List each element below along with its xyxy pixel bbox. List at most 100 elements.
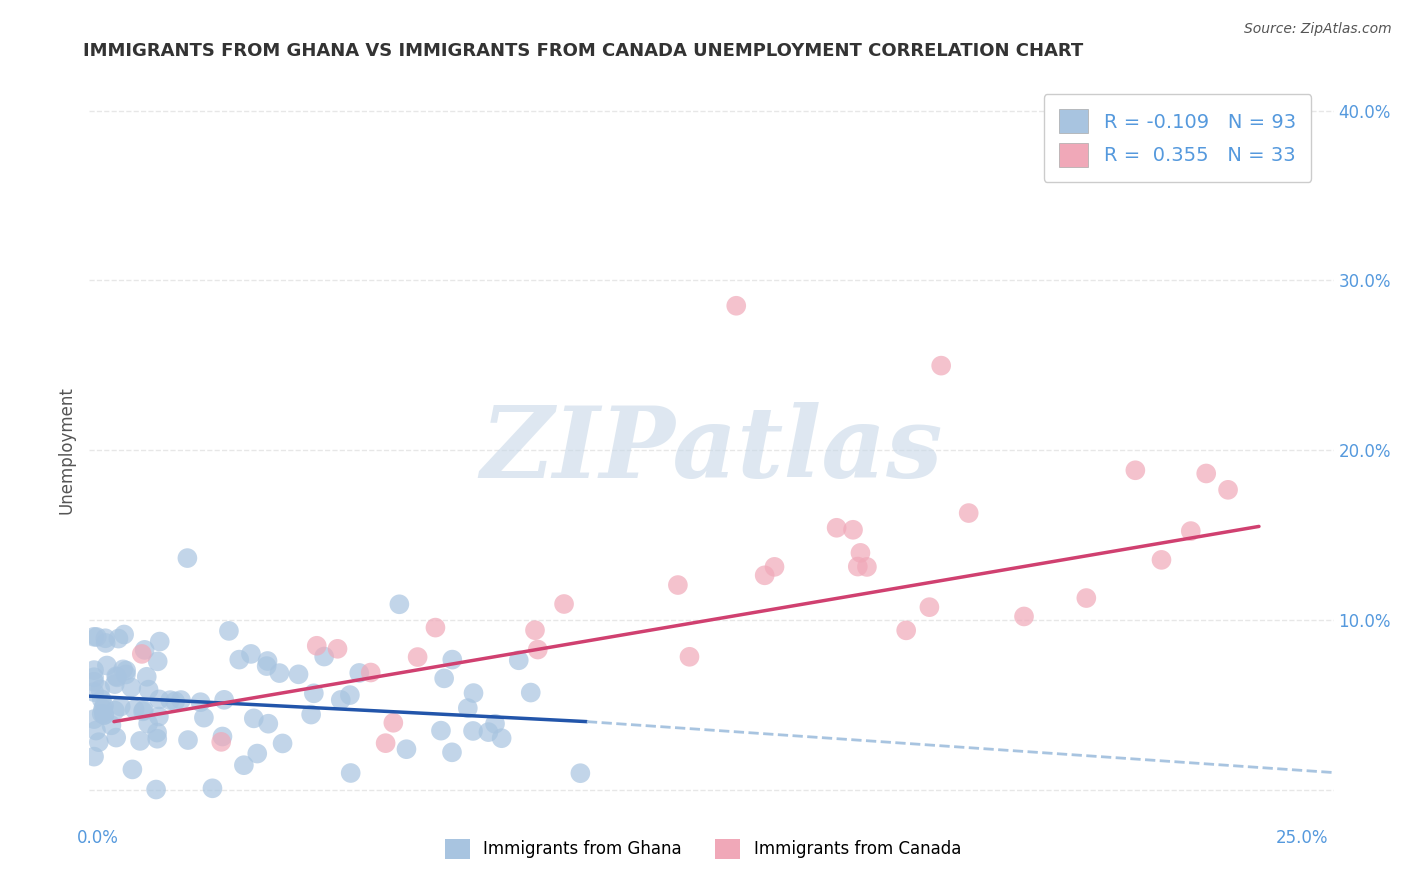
Point	[519, 685, 541, 699]
Point	[269, 666, 291, 681]
Point	[93, 708, 115, 723]
Point	[100, 718, 122, 732]
Point	[138, 682, 160, 697]
Legend: Immigrants from Ghana, Immigrants from Canada: Immigrants from Ghana, Immigrants from C…	[439, 832, 967, 866]
Point	[105, 731, 128, 745]
Point	[256, 659, 278, 673]
Point	[842, 523, 865, 537]
Point	[86, 630, 108, 644]
Point	[193, 711, 215, 725]
Point	[83, 630, 105, 644]
Point	[121, 763, 143, 777]
Point	[1150, 553, 1173, 567]
Point	[94, 636, 117, 650]
Point	[305, 639, 328, 653]
Point	[326, 641, 349, 656]
Point	[110, 699, 132, 714]
Point	[132, 704, 155, 718]
Point	[104, 704, 127, 718]
Point	[957, 506, 980, 520]
Point	[302, 686, 325, 700]
Point	[90, 692, 112, 706]
Point	[105, 670, 128, 684]
Point	[232, 758, 254, 772]
Point	[406, 650, 429, 665]
Point	[228, 652, 250, 666]
Point	[508, 653, 530, 667]
Point	[257, 716, 280, 731]
Point	[211, 730, 233, 744]
Point	[165, 694, 187, 708]
Text: 25.0%: 25.0%	[1277, 830, 1329, 847]
Point	[134, 643, 156, 657]
Point	[146, 731, 169, 746]
Point	[1180, 524, 1202, 538]
Point	[526, 642, 548, 657]
Point	[1076, 591, 1098, 605]
Point	[339, 688, 361, 702]
Point	[93, 707, 115, 722]
Y-axis label: Unemployment: Unemployment	[58, 386, 75, 514]
Point	[754, 568, 776, 582]
Point	[124, 702, 146, 716]
Point	[484, 716, 506, 731]
Point	[666, 578, 689, 592]
Point	[120, 681, 142, 695]
Point	[553, 597, 575, 611]
Point	[461, 723, 484, 738]
Point	[929, 359, 952, 373]
Point	[360, 665, 382, 680]
Point	[146, 654, 169, 668]
Point	[569, 766, 592, 780]
Point	[287, 667, 309, 681]
Point	[115, 664, 138, 678]
Point	[212, 693, 235, 707]
Point	[491, 731, 513, 746]
Point	[148, 709, 170, 723]
Point	[87, 735, 110, 749]
Point	[209, 735, 232, 749]
Point	[477, 725, 499, 739]
Point	[382, 715, 405, 730]
Point	[1012, 609, 1035, 624]
Point	[83, 712, 105, 726]
Point	[271, 736, 294, 750]
Point	[129, 734, 152, 748]
Point	[145, 782, 167, 797]
Point	[135, 670, 157, 684]
Point	[148, 692, 170, 706]
Point	[115, 667, 138, 681]
Point	[170, 693, 193, 707]
Point	[107, 632, 129, 646]
Point	[89, 682, 111, 697]
Point	[84, 723, 107, 738]
Point	[299, 707, 322, 722]
Legend: R = -0.109   N = 93, R =  0.355   N = 33: R = -0.109 N = 93, R = 0.355 N = 33	[1043, 94, 1312, 182]
Point	[725, 299, 748, 313]
Point	[1216, 483, 1239, 497]
Text: IMMIGRANTS FROM GHANA VS IMMIGRANTS FROM CANADA UNEMPLOYMENT CORRELATION CHART: IMMIGRANTS FROM GHANA VS IMMIGRANTS FROM…	[83, 42, 1083, 60]
Point	[132, 703, 155, 717]
Point	[1195, 467, 1218, 481]
Point	[104, 677, 127, 691]
Point	[105, 669, 128, 683]
Point	[440, 745, 463, 759]
Point	[374, 736, 396, 750]
Text: 0.0%: 0.0%	[77, 830, 120, 847]
Point	[96, 658, 118, 673]
Point	[1125, 463, 1147, 477]
Point	[136, 716, 159, 731]
Point	[329, 693, 352, 707]
Point	[83, 663, 105, 677]
Point	[441, 652, 464, 666]
Point	[243, 711, 266, 725]
Point	[112, 627, 135, 641]
Point	[825, 521, 848, 535]
Point	[91, 702, 114, 716]
Point	[433, 672, 456, 686]
Point	[218, 624, 240, 638]
Point	[146, 725, 169, 739]
Point	[339, 766, 361, 780]
Point	[849, 546, 872, 560]
Point	[90, 706, 112, 721]
